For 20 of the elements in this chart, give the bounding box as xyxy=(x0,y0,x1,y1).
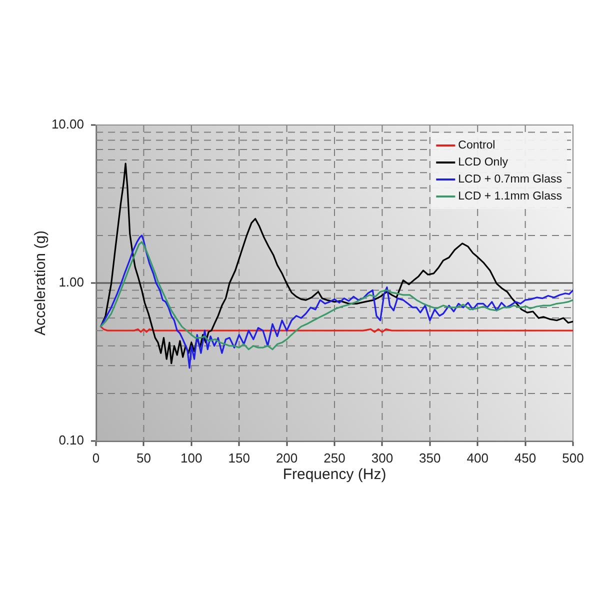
x-tick-label: 200 xyxy=(276,450,298,466)
x-tick-label: 350 xyxy=(419,450,441,466)
y-axis-title: Acceleration (g) xyxy=(32,230,50,336)
x-tick-label: 0 xyxy=(92,450,100,466)
legend-label: LCD + 0.7mm Glass xyxy=(458,174,562,186)
legend-label: Control xyxy=(458,140,496,152)
legend-label: LCD Only xyxy=(458,156,508,169)
y-tick-label: 1.00 xyxy=(58,274,84,290)
x-axis-title: Frequency (Hz) xyxy=(282,466,386,484)
x-tick-label: 450 xyxy=(514,450,536,466)
x-tick-label: 500 xyxy=(562,450,584,466)
legend-label: LCD + 1.1mm Glass xyxy=(458,190,562,203)
y-tick-label: 10.00 xyxy=(51,116,84,132)
x-tick-label: 300 xyxy=(371,450,394,466)
x-tick-label: 250 xyxy=(324,450,346,466)
y-tick-label: 0.10 xyxy=(58,432,84,448)
x-tick-label: 150 xyxy=(228,450,250,466)
x-tick-label: 400 xyxy=(466,450,488,466)
x-tick-label: 50 xyxy=(136,450,151,466)
x-tick-label: 100 xyxy=(180,450,202,466)
